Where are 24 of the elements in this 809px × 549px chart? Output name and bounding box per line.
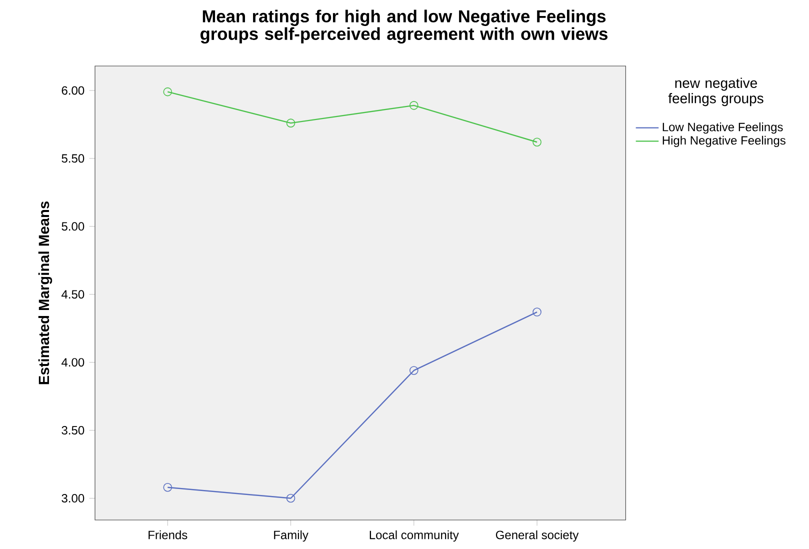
point (410, 366, 418, 375)
legend-label: Low Negative Feelings (662, 122, 783, 134)
y-axis-title: Estimated Marginal Means (38, 202, 52, 384)
y-tick-label: 4.50 (62, 290, 84, 299)
y-tick-label: 3.00 (62, 494, 84, 503)
x-tick-label: Local community (370, 530, 459, 542)
point (410, 101, 418, 110)
x-tick-label: General society (496, 530, 579, 542)
y-tick-label: 4.00 (62, 358, 84, 367)
x-tick-label: Family (274, 530, 308, 542)
point (532, 308, 542, 316)
point (286, 118, 296, 128)
legend-title: new negative feelings groups (668, 78, 764, 106)
y-tick-label: 5.00 (62, 222, 84, 231)
x-tick-label: Friends (148, 530, 188, 540)
legend-label: High Negative Feelings (662, 136, 786, 148)
point (286, 494, 296, 503)
point (163, 87, 172, 96)
y-tick-label: 5.50 (62, 154, 84, 163)
y-tick-label: 6.00 (62, 86, 84, 95)
y-tick-label: 3.50 (62, 426, 84, 435)
chart-title: Mean ratings for high and low Negative Feelings groups self-perceived agreement with own views (200, 10, 608, 44)
point (163, 482, 172, 492)
point (532, 138, 542, 147)
